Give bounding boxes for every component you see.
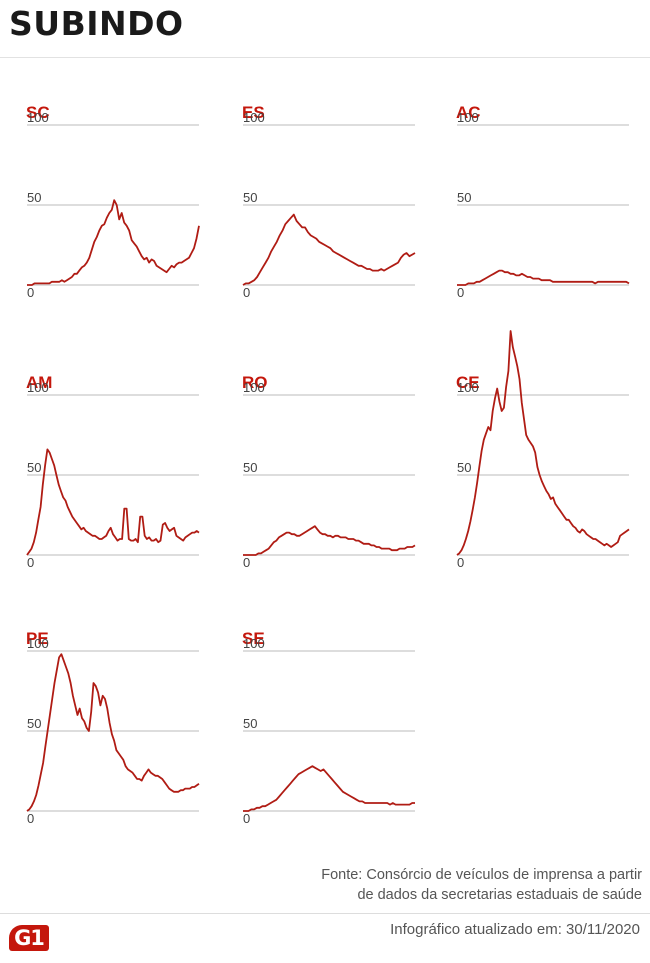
panel-title-sc: SC <box>26 103 50 122</box>
page-title: SUBINDO <box>9 4 184 43</box>
tick-label-es-0: 0 <box>243 285 250 300</box>
panel-title-ac: AC <box>456 103 481 122</box>
series-line-am <box>26 448 200 556</box>
source-line-1: Fonte: Consórcio de veículos de imprensa… <box>321 867 642 883</box>
tick-label-am-0: 0 <box>27 555 34 570</box>
footer-divider <box>0 913 650 914</box>
tick-label-ro-50: 50 <box>243 460 257 475</box>
tick-label-se-0: 0 <box>243 811 250 826</box>
panel-title-es: ES <box>242 103 265 122</box>
series-line-ro <box>243 525 416 556</box>
tick-label-es-100: 100 <box>243 110 265 125</box>
tick-label-sc-0: 0 <box>27 285 34 300</box>
tick-label-ro-0: 0 <box>243 555 250 570</box>
tick-label-am-100: 100 <box>27 380 49 395</box>
g1-logo: G1 <box>9 925 49 951</box>
series-line-es <box>242 213 416 286</box>
tick-label-sc-50: 50 <box>27 190 41 205</box>
tick-label-ac-100: 100 <box>457 110 479 125</box>
updated-date: Infográfico atualizado em: 30/11/2020 <box>390 921 640 938</box>
panel-title-ro: RO <box>242 373 268 392</box>
series-line-pe <box>26 653 200 812</box>
source-line-2: de dados da secretarias estaduais de saú… <box>357 887 642 903</box>
tick-label-se-50: 50 <box>243 716 257 731</box>
panel-title-se: SE <box>242 629 265 648</box>
tick-label-ac-50: 50 <box>457 190 471 205</box>
panel-title-am: AM <box>26 373 52 392</box>
tick-label-se-100: 100 <box>243 636 265 651</box>
tick-label-pe-0: 0 <box>27 811 34 826</box>
tick-label-ce-0: 0 <box>457 555 464 570</box>
tick-label-ac-0: 0 <box>457 285 464 300</box>
series-line-sc <box>27 199 200 286</box>
tick-label-pe-50: 50 <box>27 716 41 731</box>
panel-title-pe: PE <box>26 629 49 648</box>
tick-label-es-50: 50 <box>243 190 257 205</box>
tick-label-am-50: 50 <box>27 460 41 475</box>
source-note: Fonte: Consórcio de veículos de imprensa… <box>321 865 642 905</box>
tick-label-sc-100: 100 <box>27 110 49 125</box>
series-line-se <box>243 765 415 812</box>
tick-label-ro-100: 100 <box>243 380 265 395</box>
series-line-ac <box>457 269 630 286</box>
series-line-ce <box>456 330 630 556</box>
tick-label-ce-100: 100 <box>457 380 479 395</box>
title-divider <box>0 57 650 58</box>
tick-label-pe-100: 100 <box>27 636 49 651</box>
tick-label-ce-50: 50 <box>457 460 471 475</box>
panel-title-ce: CE <box>456 373 480 392</box>
